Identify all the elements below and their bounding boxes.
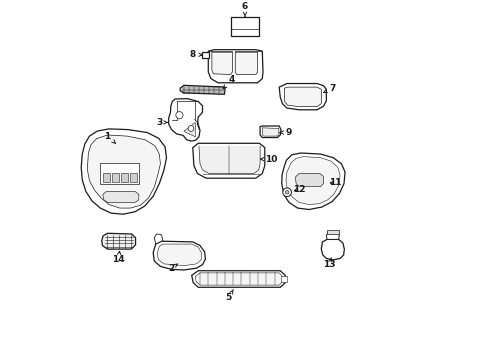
Polygon shape [321,239,344,260]
Polygon shape [208,50,263,83]
Circle shape [283,188,292,197]
Text: 14: 14 [112,251,124,264]
Polygon shape [196,273,282,285]
Polygon shape [285,87,321,107]
Text: 1: 1 [104,132,116,144]
Text: 4: 4 [223,76,235,89]
Text: 3: 3 [156,118,168,127]
Polygon shape [260,126,281,138]
Circle shape [285,190,289,194]
Polygon shape [262,128,279,136]
Polygon shape [102,233,136,249]
Text: 5: 5 [226,290,233,302]
Polygon shape [286,157,340,204]
Text: 10: 10 [261,154,277,163]
Polygon shape [199,146,260,174]
Bar [100,163,139,184]
Polygon shape [235,52,258,75]
Polygon shape [184,122,196,137]
Text: 11: 11 [329,178,341,187]
Polygon shape [193,143,265,178]
Polygon shape [180,85,225,94]
Text: 7: 7 [323,84,335,93]
Polygon shape [81,129,167,214]
Polygon shape [103,192,139,202]
Bar [327,230,339,234]
Polygon shape [153,241,205,270]
Text: 9: 9 [280,128,292,137]
Polygon shape [192,271,285,287]
Bar [281,276,288,282]
Polygon shape [326,233,339,239]
Circle shape [176,112,183,119]
Polygon shape [282,153,345,210]
Text: 2: 2 [168,264,177,273]
Text: 6: 6 [242,2,248,17]
Circle shape [188,126,194,131]
Bar [103,173,110,182]
Polygon shape [295,174,323,186]
Text: 8: 8 [190,50,202,59]
Polygon shape [87,135,160,208]
Polygon shape [279,84,326,110]
Polygon shape [169,99,202,141]
Bar [130,173,137,182]
Text: 12: 12 [293,185,305,194]
Polygon shape [154,234,163,244]
Polygon shape [212,52,232,75]
Bar [202,52,209,58]
Bar [121,173,127,182]
Bar [231,17,259,36]
Bar [112,173,119,182]
Polygon shape [157,244,202,266]
Text: 13: 13 [323,258,336,269]
